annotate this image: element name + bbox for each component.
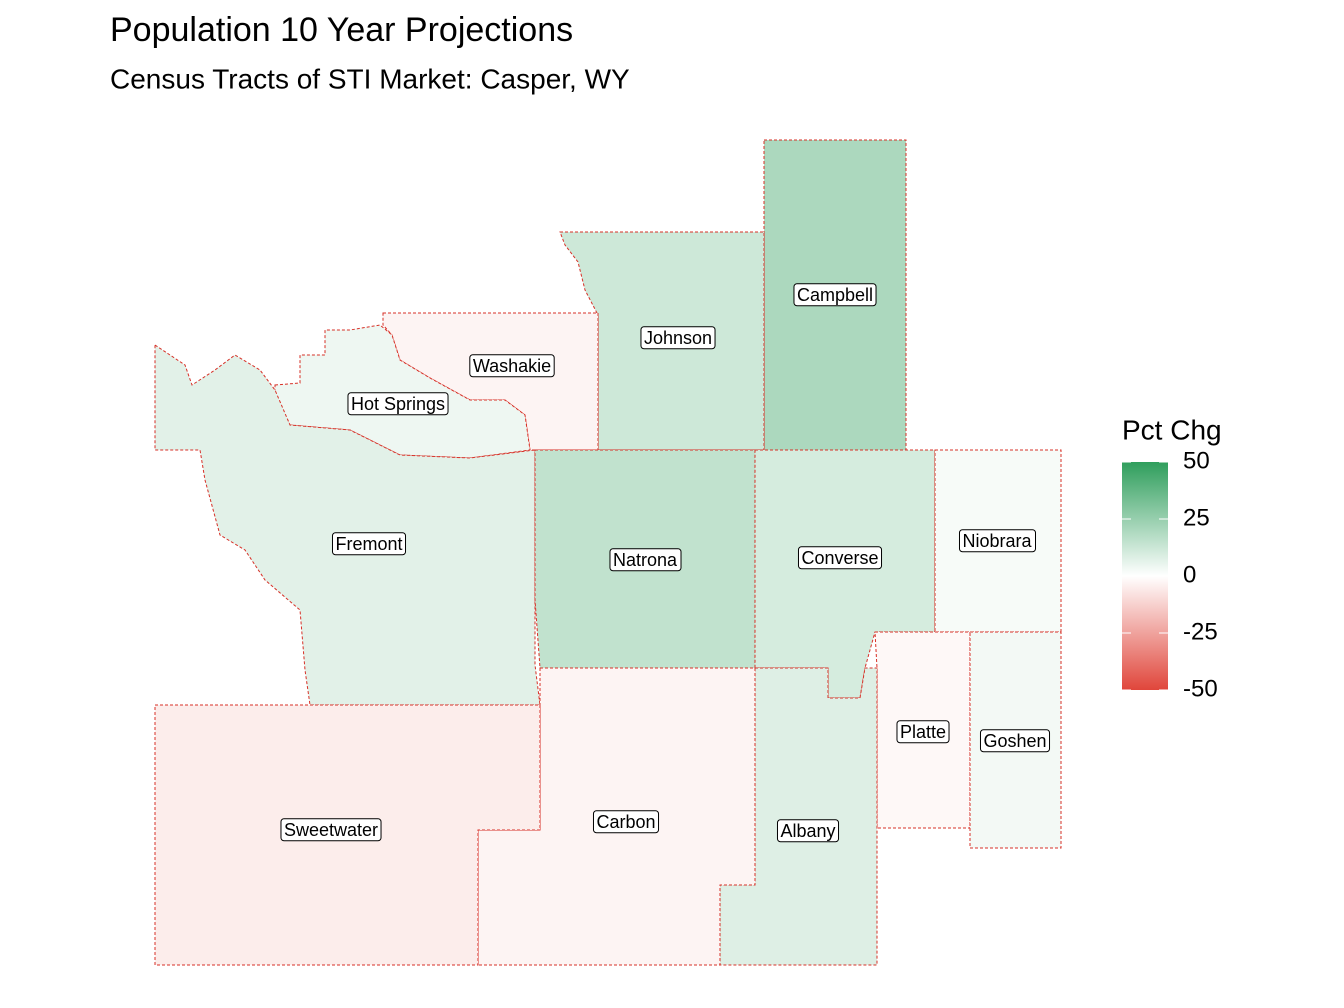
label-box bbox=[347, 392, 449, 416]
label-box bbox=[896, 720, 950, 744]
legend-tick-label: 25 bbox=[1183, 504, 1210, 531]
label-box bbox=[280, 818, 382, 842]
label-box bbox=[331, 532, 407, 556]
label-box bbox=[797, 546, 883, 570]
county-label: Natrona bbox=[613, 550, 678, 570]
county bbox=[719, 667, 878, 966]
chart-subtitle: Census Tracts of STI Market: Casper, WY bbox=[110, 63, 630, 94]
legend-title: Pct Chg bbox=[1122, 414, 1222, 445]
label-box bbox=[640, 326, 716, 350]
label-box bbox=[609, 548, 682, 572]
legend-tick-label: -25 bbox=[1183, 618, 1218, 645]
county-label: Fremont bbox=[335, 534, 402, 554]
county-label: Carbon bbox=[596, 812, 655, 832]
label-box bbox=[979, 729, 1051, 753]
label-box bbox=[958, 529, 1037, 553]
county-label: Goshen bbox=[983, 731, 1046, 751]
label-box bbox=[776, 819, 840, 843]
label-box bbox=[469, 354, 555, 378]
map: Campbell Johnson Washakie Hot Springs Fremon… bbox=[154, 139, 1062, 966]
county-label: Albany bbox=[780, 821, 835, 841]
label-box bbox=[592, 810, 660, 834]
legend: 50 25 0 -25 -50 bbox=[1122, 447, 1218, 702]
county-label: Hot Springs bbox=[351, 394, 445, 414]
county-label: Niobrara bbox=[962, 531, 1032, 551]
legend-tick-label: -50 bbox=[1183, 675, 1218, 702]
county-label: Converse bbox=[801, 548, 878, 568]
county-label: Platte bbox=[900, 722, 946, 742]
county bbox=[274, 324, 531, 459]
label-box bbox=[793, 283, 877, 307]
legend-tick-label: 50 bbox=[1183, 447, 1210, 474]
county-label: Johnson bbox=[644, 328, 712, 348]
chart-title: Population 10 Year Projections bbox=[110, 11, 573, 49]
county-label: Campbell bbox=[797, 285, 873, 305]
county-label: Sweetwater bbox=[284, 820, 378, 840]
county-label: Washakie bbox=[473, 356, 551, 376]
legend-tick-label: 0 bbox=[1183, 561, 1196, 588]
